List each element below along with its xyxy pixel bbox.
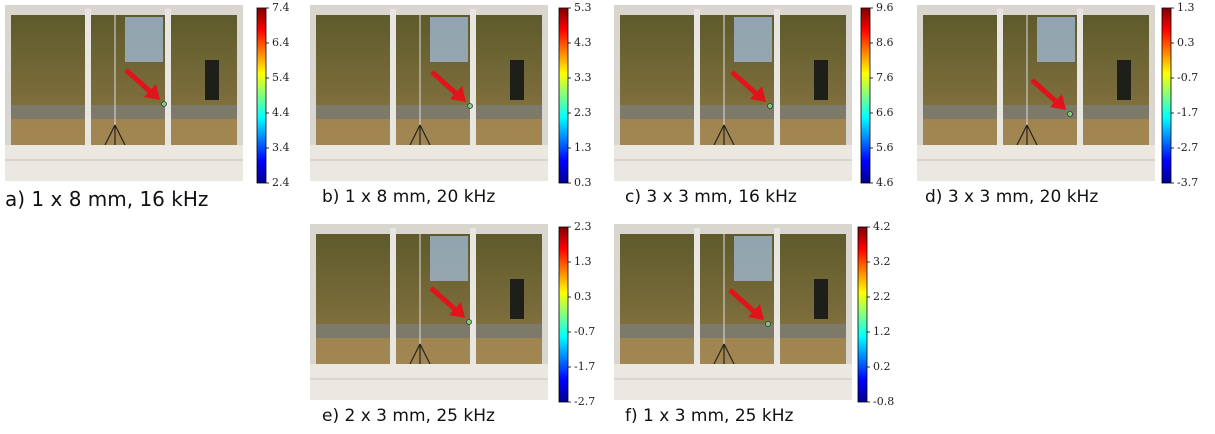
colorbar-tick-label: 8.6 (876, 36, 894, 49)
colorbar (559, 8, 568, 183)
colorbar-tick-label: 2.4 (272, 176, 290, 189)
photo (614, 224, 852, 400)
caption: b) 1 x 8 mm, 20 kHz (322, 187, 495, 207)
colorbar-tick-label: 0.3 (574, 290, 592, 303)
colorbar-tick-label: 0.2 (873, 360, 891, 373)
colorbar (1162, 8, 1171, 183)
colorbar-tick-label: -0.7 (574, 325, 595, 338)
colorbar-tick-label: 5.3 (574, 1, 592, 14)
colorbar (861, 8, 870, 183)
colorbar-tick-label: 3.3 (574, 71, 592, 84)
colorbar-tick-label: 1.3 (574, 141, 592, 154)
colorbar-tick-label: 5.6 (876, 141, 894, 154)
colorbar-tick-label: -2.7 (574, 395, 595, 408)
colorbar-tick-label: 3.4 (272, 141, 290, 154)
colorbar-tick-label: -0.7 (1177, 71, 1198, 84)
photo (614, 5, 852, 181)
panel: 4.2 3.2 2.2 1.2 0.2 -0.8 f) 1 x 3 mm, 25 kHz (614, 220, 894, 426)
colorbar-tick-label: 3.2 (873, 255, 891, 268)
figure: 7.4 6.4 5.4 4.4 3.4 2.4 a) 1 x 8 mm, 16 kHz 5.3… (0, 0, 1215, 434)
target (467, 320, 472, 325)
caption: f) 1 x 3 mm, 25 kHz (625, 406, 794, 426)
colorbar-tick-label: 9.6 (876, 1, 894, 14)
colorbar-tick-label: 2.3 (574, 106, 592, 119)
caption: d) 3 x 3 mm, 20 kHz (925, 187, 1098, 207)
caption: a) 1 x 8 mm, 16 kHz (5, 187, 208, 211)
target (766, 322, 771, 327)
colorbar-tick-label: 0.3 (574, 176, 592, 189)
caption: e) 2 x 3 mm, 25 kHz (322, 406, 495, 426)
panel: 9.6 8.6 7.6 6.6 5.6 4.6 c) 3 x 3 mm, 16 kHz (614, 1, 894, 207)
panel: 1.3 0.3 -0.7 -1.7 -2.7 -3.7 d) 3 x 3 mm, 20 kH… (917, 1, 1198, 207)
colorbar-tick-label: 2.3 (574, 220, 592, 233)
page: 7.4 6.4 5.4 4.4 3.4 2.4 a) 1 x 8 mm, 16 kHz 5.3… (0, 0, 1215, 434)
colorbar (858, 227, 867, 402)
panel: 7.4 6.4 5.4 4.4 3.4 2.4 a) 1 x 8 mm, 16 kHz (5, 1, 290, 211)
colorbar-tick-label: 7.6 (876, 71, 894, 84)
colorbar-tick-label: 4.2 (873, 220, 891, 233)
photo (310, 224, 548, 400)
target (468, 104, 473, 109)
colorbar-tick-label: 6.6 (876, 106, 894, 119)
panel: 5.3 4.3 3.3 2.3 1.3 0.3 b) 1 x 8 mm, 20 kHz (310, 1, 592, 207)
colorbar (257, 8, 266, 183)
colorbar-tick-label: 5.4 (272, 71, 290, 84)
colorbar-tick-label: 2.2 (873, 290, 891, 303)
colorbar-tick-label: 6.4 (272, 36, 290, 49)
target (162, 102, 167, 107)
colorbar-tick-label: 4.6 (876, 176, 894, 189)
colorbar (559, 227, 568, 402)
colorbar-tick-label: 1.2 (873, 325, 891, 338)
colorbar-tick-label: 1.3 (574, 255, 592, 268)
colorbar-tick-label: -3.7 (1177, 176, 1198, 189)
colorbar-tick-label: -2.7 (1177, 141, 1198, 154)
target (768, 104, 773, 109)
colorbar-tick-label: -1.7 (1177, 106, 1198, 119)
colorbar-tick-label: -0.8 (873, 395, 894, 408)
colorbar-tick-label: 4.4 (272, 106, 290, 119)
panel: 2.3 1.3 0.3 -0.7 -1.7 -2.7 e) 2 x 3 mm, 25 kHz (310, 220, 595, 426)
caption: c) 3 x 3 mm, 16 kHz (625, 187, 797, 207)
colorbar-tick-label: 7.4 (272, 1, 290, 14)
photo (5, 5, 243, 181)
target (1068, 112, 1073, 117)
colorbar-tick-label: -1.7 (574, 360, 595, 373)
colorbar-tick-label: 0.3 (1177, 36, 1195, 49)
colorbar-tick-label: 1.3 (1177, 1, 1195, 14)
photo (310, 5, 548, 181)
photo (917, 5, 1155, 181)
colorbar-tick-label: 4.3 (574, 36, 592, 49)
